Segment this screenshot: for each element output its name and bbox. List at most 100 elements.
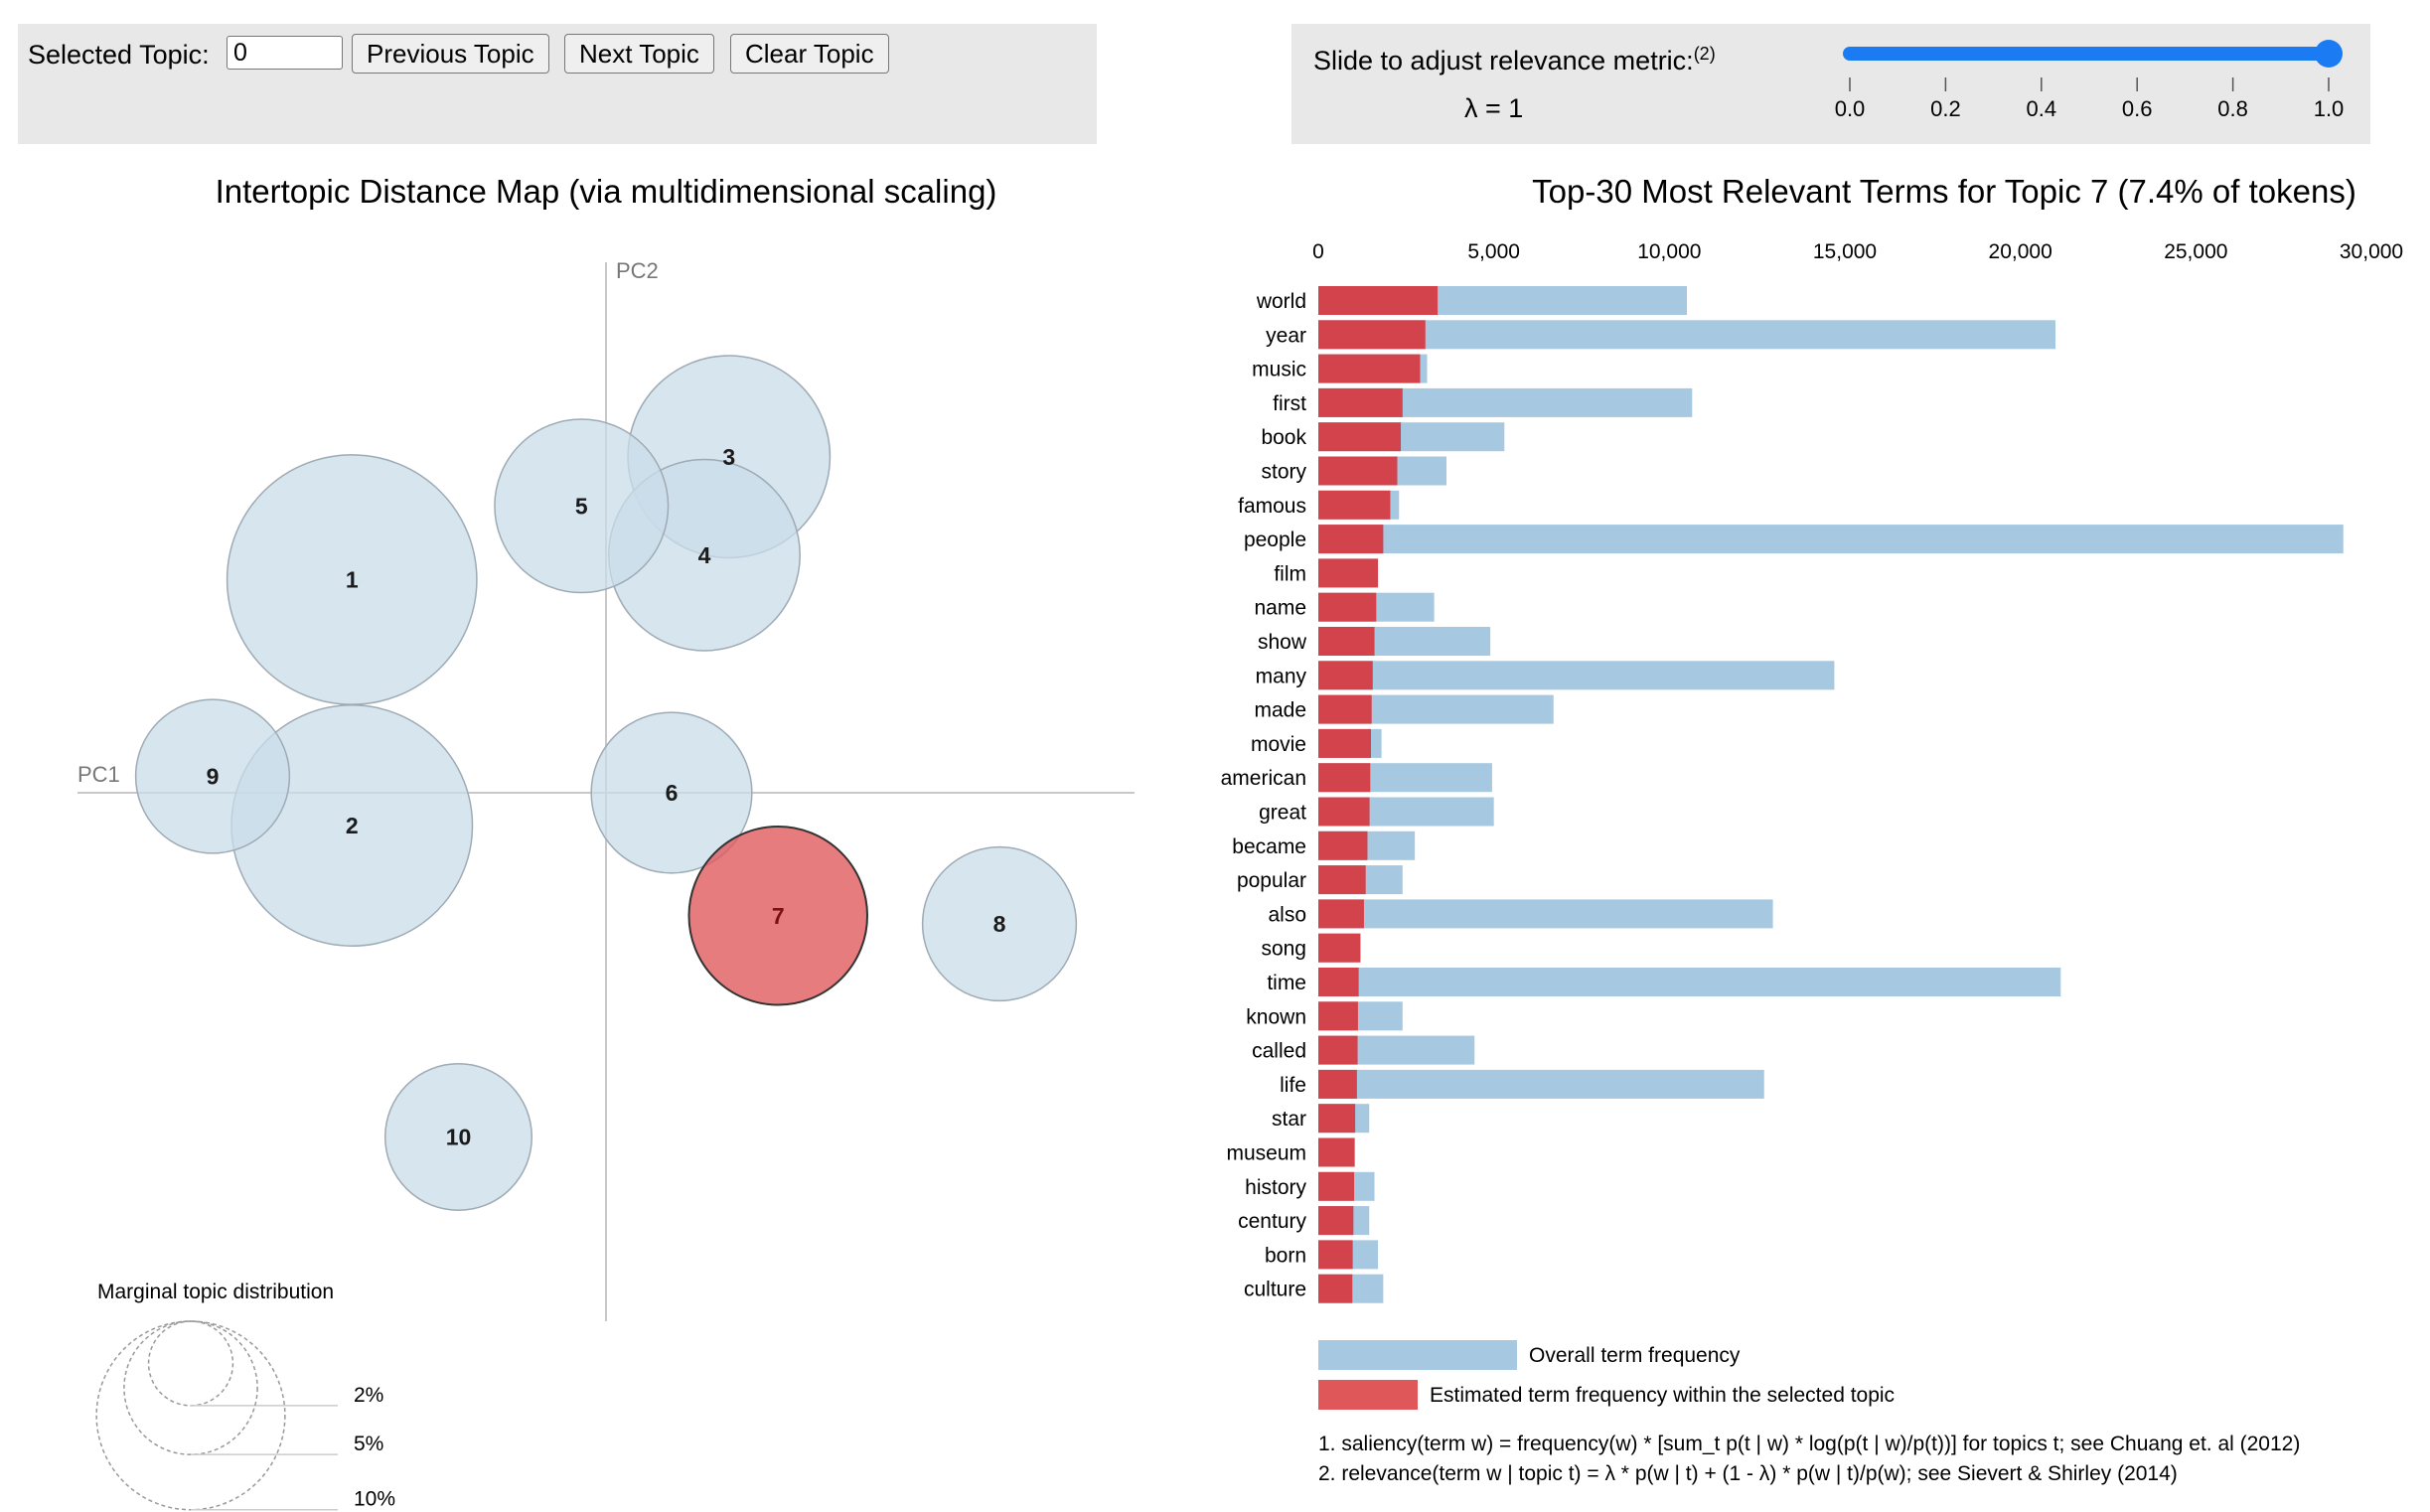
bar-topic-star[interactable]	[1318, 1104, 1356, 1134]
bar-topic-born[interactable]	[1318, 1240, 1353, 1270]
bar-topic-first[interactable]	[1318, 387, 1403, 417]
bar-topic-year[interactable]	[1318, 320, 1426, 350]
slider-footnote: (2)	[1693, 44, 1716, 64]
term-label-world[interactable]: world	[1256, 290, 1306, 313]
clear-topic-button[interactable]: Clear Topic	[730, 34, 889, 74]
slider-tick-label: 0.8	[2217, 96, 2248, 121]
bar-topic-became[interactable]	[1318, 831, 1368, 860]
topic-bubble-10[interactable]	[383, 1062, 533, 1212]
relevance-slider-panel: Slide to adjust relevance metric:(2) λ =…	[1291, 24, 2370, 144]
bar-topic-life[interactable]	[1318, 1069, 1357, 1099]
legend-overall-label: Overall term frequency	[1529, 1344, 1741, 1367]
term-label-born[interactable]: born	[1265, 1244, 1306, 1267]
bar-topic-century[interactable]	[1318, 1206, 1354, 1236]
terms-x-axis: 0 5,000 10,000 15,000 20,000 25,000 30,000	[1312, 240, 2403, 263]
topic-label-6: 6	[666, 780, 679, 806]
bar-topic-culture[interactable]	[1318, 1274, 1353, 1303]
slider-handle[interactable]	[2315, 40, 2343, 68]
bar-legend: Overall term frequency Estimated term fre…	[1318, 1340, 1895, 1410]
term-label-called[interactable]: called	[1252, 1040, 1306, 1063]
bar-topic-song[interactable]	[1318, 933, 1361, 963]
bar-topic-great[interactable]	[1318, 797, 1370, 827]
bar-overall-people[interactable]	[1318, 525, 2344, 554]
bar-topic-name[interactable]	[1318, 592, 1377, 622]
next-topic-button[interactable]: Next Topic	[564, 34, 714, 74]
lambda-value: λ = 1	[1464, 93, 1524, 123]
bar-topic-many[interactable]	[1318, 661, 1373, 690]
slider-tick-label: 0.0	[1835, 96, 1866, 121]
bar-overall-time[interactable]	[1318, 968, 2061, 996]
term-label-show[interactable]: show	[1258, 631, 1307, 654]
term-label-museum[interactable]: museum	[1226, 1142, 1306, 1165]
term-label-star[interactable]: star	[1272, 1108, 1306, 1131]
term-label-life[interactable]: life	[1280, 1074, 1306, 1097]
footnotes: 1. saliency(term w) = frequency(w) * [su…	[1318, 1433, 2300, 1485]
topic-bubble-8[interactable]	[921, 845, 1078, 1002]
slider-tick-label: 1.0	[2314, 96, 2345, 121]
term-label-movie[interactable]: movie	[1251, 733, 1306, 756]
distance-map-title: Intertopic Distance Map (via multidimens…	[216, 173, 997, 210]
bar-topic-people[interactable]	[1318, 525, 1384, 554]
pc2-label: PC2	[616, 258, 659, 283]
term-label-american[interactable]: american	[1221, 767, 1306, 790]
term-label-name[interactable]: name	[1254, 597, 1306, 620]
term-label-book[interactable]: book	[1261, 426, 1306, 449]
term-label-people[interactable]: people	[1244, 529, 1306, 551]
term-label-known[interactable]: known	[1246, 1005, 1306, 1028]
term-label-became[interactable]: became	[1232, 835, 1306, 858]
x-tick-label: 30,000	[2340, 240, 2403, 263]
terms-chart-title: Top-30 Most Relevant Terms for Topic 7 (…	[1532, 173, 2356, 210]
topic-bubble-5[interactable]	[494, 418, 670, 594]
bar-topic-famous[interactable]	[1318, 490, 1391, 520]
term-label-famous[interactable]: famous	[1238, 495, 1306, 518]
x-tick-label: 15,000	[1813, 240, 1877, 263]
topic-bubble-9[interactable]	[134, 698, 291, 854]
topic-bubble-7[interactable]	[687, 825, 869, 1006]
bar-topic-movie[interactable]	[1318, 728, 1371, 758]
term-label-popular[interactable]: popular	[1237, 869, 1306, 892]
relevance-slider[interactable]: 0.0 0.2 0.4 0.6 0.8 1.0	[1835, 40, 2345, 121]
bar-topic-music[interactable]	[1318, 354, 1421, 383]
bar-topic-made[interactable]	[1318, 694, 1372, 724]
legend-topic-swatch	[1318, 1380, 1418, 1410]
bar-topic-time[interactable]	[1318, 968, 1359, 996]
bar-topic-american[interactable]	[1318, 763, 1371, 793]
bar-topic-show[interactable]	[1318, 627, 1375, 656]
bar-topic-museum[interactable]	[1318, 1137, 1355, 1167]
selected-topic-input[interactable]	[227, 36, 343, 70]
term-label-story[interactable]: story	[1261, 461, 1306, 484]
bar-topic-called[interactable]	[1318, 1035, 1358, 1065]
term-label-year[interactable]: year	[1266, 324, 1306, 347]
bar-topic-also[interactable]	[1318, 899, 1364, 929]
bar-overall-year[interactable]	[1318, 320, 2055, 350]
term-label-history[interactable]: history	[1245, 1176, 1306, 1199]
term-label-film[interactable]: film	[1274, 562, 1306, 585]
bar-overall-many[interactable]	[1318, 661, 1835, 690]
term-label-also[interactable]: also	[1268, 903, 1306, 926]
bar-topic-film[interactable]	[1318, 558, 1379, 588]
previous-topic-button[interactable]: Previous Topic	[352, 34, 549, 74]
term-label-many[interactable]: many	[1256, 665, 1307, 687]
bar-topic-known[interactable]	[1318, 1001, 1358, 1031]
topic-bubble-6[interactable]	[590, 711, 753, 874]
term-label-made[interactable]: made	[1254, 699, 1306, 722]
marginal-level-label: 2%	[354, 1384, 383, 1407]
slider-label: Slide to adjust relevance metric:(2)	[1313, 44, 1716, 76]
bar-topic-history[interactable]	[1318, 1171, 1355, 1201]
footnote-2: 2. relevance(term w | topic t) = λ * p(w…	[1318, 1462, 2178, 1485]
term-label-century[interactable]: century	[1238, 1210, 1306, 1233]
term-label-culture[interactable]: culture	[1244, 1279, 1306, 1301]
term-label-first[interactable]: first	[1273, 392, 1306, 415]
term-label-music[interactable]: music	[1252, 359, 1306, 381]
selected-topic-label: Selected Topic:	[28, 40, 210, 70]
bar-topic-world[interactable]	[1318, 286, 1439, 315]
topic-bubbles: 1 2 3 4 5 6 7 8 9 10	[134, 355, 1078, 1212]
bar-overall-life[interactable]	[1318, 1069, 1764, 1099]
bar-topic-story[interactable]	[1318, 456, 1398, 486]
bar-overall-also[interactable]	[1318, 899, 1773, 929]
bar-topic-popular[interactable]	[1318, 865, 1366, 895]
term-label-time[interactable]: time	[1267, 972, 1306, 994]
bar-topic-book[interactable]	[1318, 422, 1402, 452]
term-label-great[interactable]: great	[1259, 802, 1306, 825]
term-label-song[interactable]: song	[1261, 938, 1306, 961]
